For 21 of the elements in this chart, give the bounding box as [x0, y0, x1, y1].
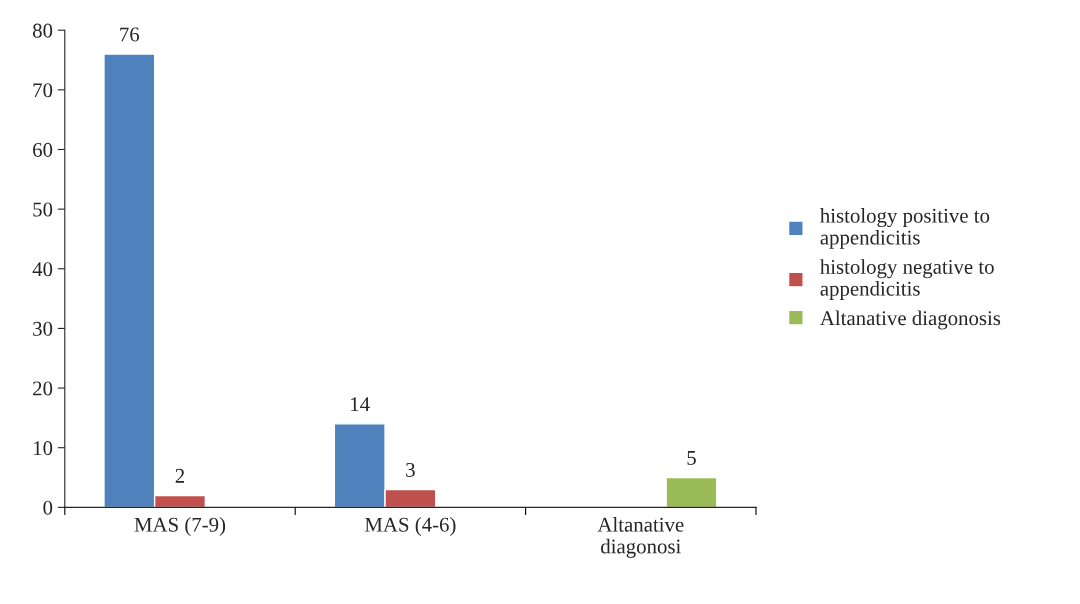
y-tick-label: 10 [33, 441, 53, 456]
y-tick-label: 70 [33, 83, 53, 98]
x-tick-label: MAS (7-9) [134, 517, 226, 536]
y-tick-label: 20 [33, 381, 53, 396]
y-tick-label: 30 [33, 321, 53, 336]
legend-label: Altanative diagonosis [820, 310, 1001, 330]
data-label: 3 [406, 462, 415, 477]
bar [665, 476, 718, 508]
y-tick-label: 60 [33, 142, 53, 157]
x-tick-label: Altanative diagonosi [597, 517, 684, 558]
data-label: 14 [351, 397, 370, 412]
y-tick-label: 80 [32, 23, 53, 38]
y-tick-label: 50 [33, 202, 53, 217]
y-tick-label: 0 [43, 500, 53, 515]
data-label: 76 [120, 27, 140, 42]
data-label: 2 [175, 468, 185, 483]
x-tick-label: MAS (4-6) [364, 517, 456, 536]
y-tick-label: 40 [32, 262, 53, 277]
legend-label: histology negative to appendicitis [820, 259, 994, 300]
data-label: 5 [687, 451, 696, 465]
legend-label: histology positive to appendicitis [820, 208, 990, 249]
